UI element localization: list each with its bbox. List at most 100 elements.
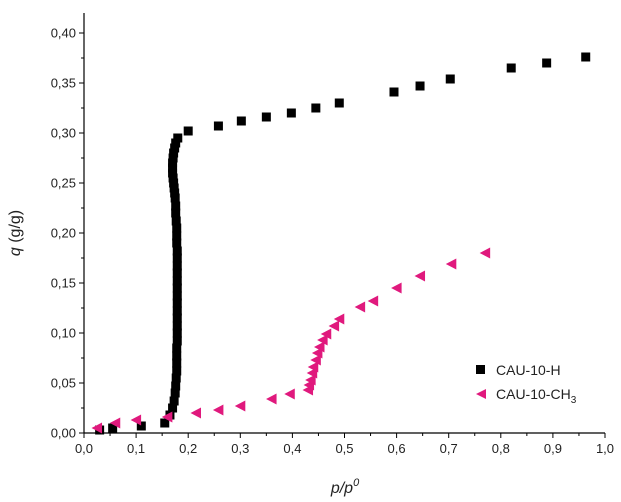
data-point	[171, 138, 181, 148]
data-point	[170, 188, 180, 198]
data-point	[172, 366, 182, 376]
data-point	[108, 423, 118, 433]
data-point	[284, 388, 295, 400]
x-tick-label: 1,0	[596, 441, 614, 456]
data-point	[172, 291, 182, 301]
data-point	[170, 193, 180, 203]
data-point	[183, 126, 193, 136]
data-point	[286, 108, 296, 118]
data-point	[168, 153, 178, 163]
data-point	[168, 158, 178, 168]
data-point	[169, 148, 179, 158]
data-point	[328, 320, 340, 332]
data-point	[190, 407, 202, 419]
data-point	[172, 223, 182, 233]
y-tick-label: 0,40	[51, 26, 76, 41]
y-tick-label: 0,30	[51, 126, 76, 141]
data-point	[172, 328, 182, 338]
data-point	[542, 58, 552, 68]
data-point	[317, 334, 328, 346]
y-tick-label: 0,15	[51, 276, 76, 291]
data-point	[581, 52, 591, 62]
data-point	[136, 421, 146, 431]
y-tick-label: 0,10	[51, 326, 76, 341]
data-point	[313, 341, 325, 353]
data-point	[172, 313, 182, 323]
legend-label-cau-10-ch3: CAU-10-CH3	[496, 386, 577, 406]
data-point	[169, 183, 179, 193]
x-tick-label: 0,2	[179, 441, 197, 456]
x-tick-label: 0,7	[440, 441, 458, 456]
data-point	[172, 276, 182, 286]
data-point	[171, 208, 181, 218]
data-point	[171, 381, 181, 391]
data-point	[172, 246, 182, 256]
x-axis-title: p/p0	[330, 477, 360, 497]
series-cau-10-ch3	[91, 247, 491, 434]
data-point	[479, 247, 491, 259]
x-tick-label: 0,3	[231, 441, 249, 456]
data-point	[91, 422, 103, 434]
x-tick-label: 0,0	[75, 441, 93, 456]
data-point	[172, 343, 182, 353]
x-axis: 0,0 0,1 0,2 0,3 0,4 0,5 0,6 0,7 0,8 0,9 1,0	[75, 433, 614, 456]
data-point	[391, 282, 402, 294]
y-tick-label: 0,35	[51, 76, 76, 91]
series-cau-10-h	[95, 52, 591, 435]
legend-marker-cau-10-ch3	[476, 389, 486, 399]
data-point	[171, 216, 181, 226]
data-point	[170, 143, 180, 153]
data-point	[172, 358, 182, 368]
data-point	[172, 238, 182, 248]
data-point	[172, 231, 182, 241]
data-point	[311, 103, 321, 113]
data-point	[506, 63, 516, 73]
data-point	[168, 403, 178, 413]
legend: CAU-10-H CAU-10-CH3	[476, 362, 577, 406]
data-point	[310, 354, 321, 366]
data-point	[261, 112, 271, 122]
data-point	[168, 163, 178, 173]
data-point	[161, 411, 173, 423]
data-point	[389, 87, 399, 97]
data-point	[311, 347, 323, 359]
data-point	[168, 173, 178, 183]
data-point	[414, 270, 426, 282]
data-point	[172, 283, 182, 293]
data-point	[236, 116, 246, 126]
x-tick-label: 0,6	[388, 441, 406, 456]
data-point	[415, 81, 425, 91]
data-point	[172, 351, 182, 361]
data-point	[171, 201, 181, 211]
data-point	[172, 261, 182, 271]
data-point	[169, 396, 179, 406]
data-point	[354, 301, 366, 313]
y-axis-title: q (g/g)	[7, 210, 24, 256]
data-point	[160, 418, 170, 428]
data-point	[172, 321, 182, 331]
y-tick-label: 0,00	[51, 426, 76, 441]
y-tick-label: 0,20	[51, 226, 76, 241]
data-point	[334, 98, 344, 108]
data-point	[445, 258, 457, 270]
x-tick-label: 0,4	[283, 441, 301, 456]
data-point	[172, 253, 182, 263]
data-point	[234, 400, 246, 412]
data-point	[266, 393, 277, 405]
y-tick-label: 0,05	[51, 376, 76, 391]
data-point	[320, 328, 332, 340]
y-axis: 0,00 0,05 0,10 0,15 0,20 0,25 0,30 0,35 0,40	[51, 26, 84, 441]
data-point	[445, 74, 455, 84]
data-point	[169, 178, 179, 188]
data-point	[172, 268, 182, 278]
data-point	[130, 414, 142, 426]
y-tick-label: 0,25	[51, 176, 76, 191]
data-point	[172, 298, 182, 308]
data-point	[173, 133, 183, 143]
data-point	[367, 295, 379, 307]
data-point	[109, 417, 121, 429]
data-point	[168, 168, 178, 178]
legend-label-cau-10-h: CAU-10-H	[496, 362, 561, 378]
data-point	[172, 336, 182, 346]
